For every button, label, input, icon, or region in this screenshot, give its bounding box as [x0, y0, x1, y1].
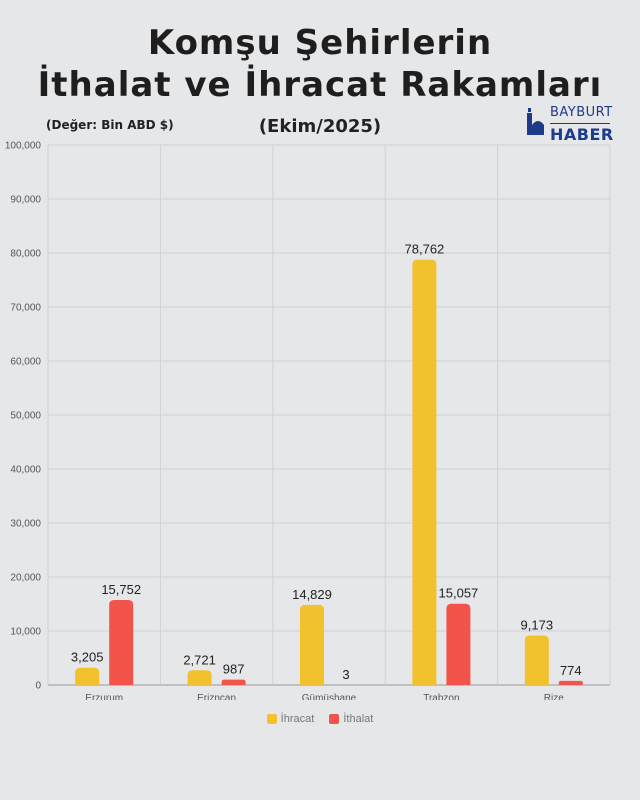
- legend-swatch-ihracat: [266, 714, 277, 725]
- legend-item-ihracat: İhracat: [266, 713, 315, 725]
- data-label-ithalat: 774: [560, 663, 582, 678]
- chart-title: Komşu Şehirlerin İthalat ve İhracat Raka…: [0, 22, 640, 106]
- x-tick-label: Gümüşhane: [302, 693, 357, 700]
- logo-text-bottom: HABER: [550, 125, 614, 144]
- bar-ihracat: [187, 670, 212, 685]
- bar-ithalat: [558, 680, 583, 685]
- legend-label-ithalat: İthalat: [343, 713, 374, 725]
- data-label-ihracat: 2,721: [183, 652, 216, 667]
- legend: İhracat İthalat: [0, 713, 640, 725]
- bar-ithalat: [109, 599, 134, 685]
- title-line-2: İthalat ve İhracat Rakamları: [37, 65, 603, 105]
- unit-note: (Değer: Bin ABD $): [46, 118, 174, 132]
- data-label-ithalat: 15,057: [439, 586, 479, 601]
- x-tick-label: Erizncan: [197, 693, 236, 700]
- y-tick-label: 80,000: [10, 249, 41, 260]
- bar-chart: 0 10,000 20,000 30,000 40,000 50,000 60,000 70,…: [5, 141, 611, 700]
- x-tick-label: Erzurum: [85, 693, 123, 700]
- legend-label-ihracat: İhracat: [280, 713, 315, 725]
- data-label-ihracat: 78,762: [405, 242, 445, 257]
- period-subtitle: (Ekim/2025): [258, 116, 382, 137]
- y-tick-label: 40,000: [10, 465, 41, 476]
- y-tick-label: 20,000: [10, 573, 41, 584]
- data-label-ihracat: 9,173: [521, 617, 554, 632]
- bayburt-haber-logo: BAYBURT HABER: [524, 104, 616, 144]
- data-label-ithalat: 987: [223, 662, 245, 677]
- y-tick-label: 70,000: [10, 303, 41, 314]
- bar-ihracat: [300, 604, 324, 685]
- bar-ithalat: [221, 679, 246, 685]
- x-tick-label: Trabzon: [423, 693, 459, 700]
- bar-ithalat: [446, 603, 471, 685]
- y-tick-label: 0: [35, 681, 41, 692]
- y-tick-label: 30,000: [10, 519, 41, 530]
- title-line-1: Komşu Şehirlerin: [147, 23, 493, 63]
- data-label-ihracat: 3,205: [71, 650, 104, 665]
- bar-ihracat: [75, 667, 100, 685]
- logo-divider: [550, 123, 610, 124]
- data-label-ihracat: 14,829: [292, 587, 332, 602]
- bar-ihracat: [524, 635, 549, 685]
- logo-text-top: BAYBURT: [550, 105, 613, 120]
- y-tick-label: 90,000: [10, 195, 41, 206]
- y-tick-label: 50,000: [10, 411, 41, 422]
- y-tick-label: 60,000: [10, 357, 41, 368]
- y-tick-label: 100,000: [5, 141, 42, 152]
- data-label-ithalat: 15,752: [101, 582, 141, 597]
- bar-ihracat: [412, 259, 437, 685]
- x-tick-label: Rize: [544, 693, 564, 700]
- mosque-icon: [527, 108, 544, 135]
- y-tick-label: 10,000: [10, 627, 41, 638]
- legend-item-ithalat: İthalat: [329, 713, 373, 725]
- data-label-ithalat: 3: [342, 667, 349, 682]
- legend-swatch-ithalat: [329, 714, 340, 725]
